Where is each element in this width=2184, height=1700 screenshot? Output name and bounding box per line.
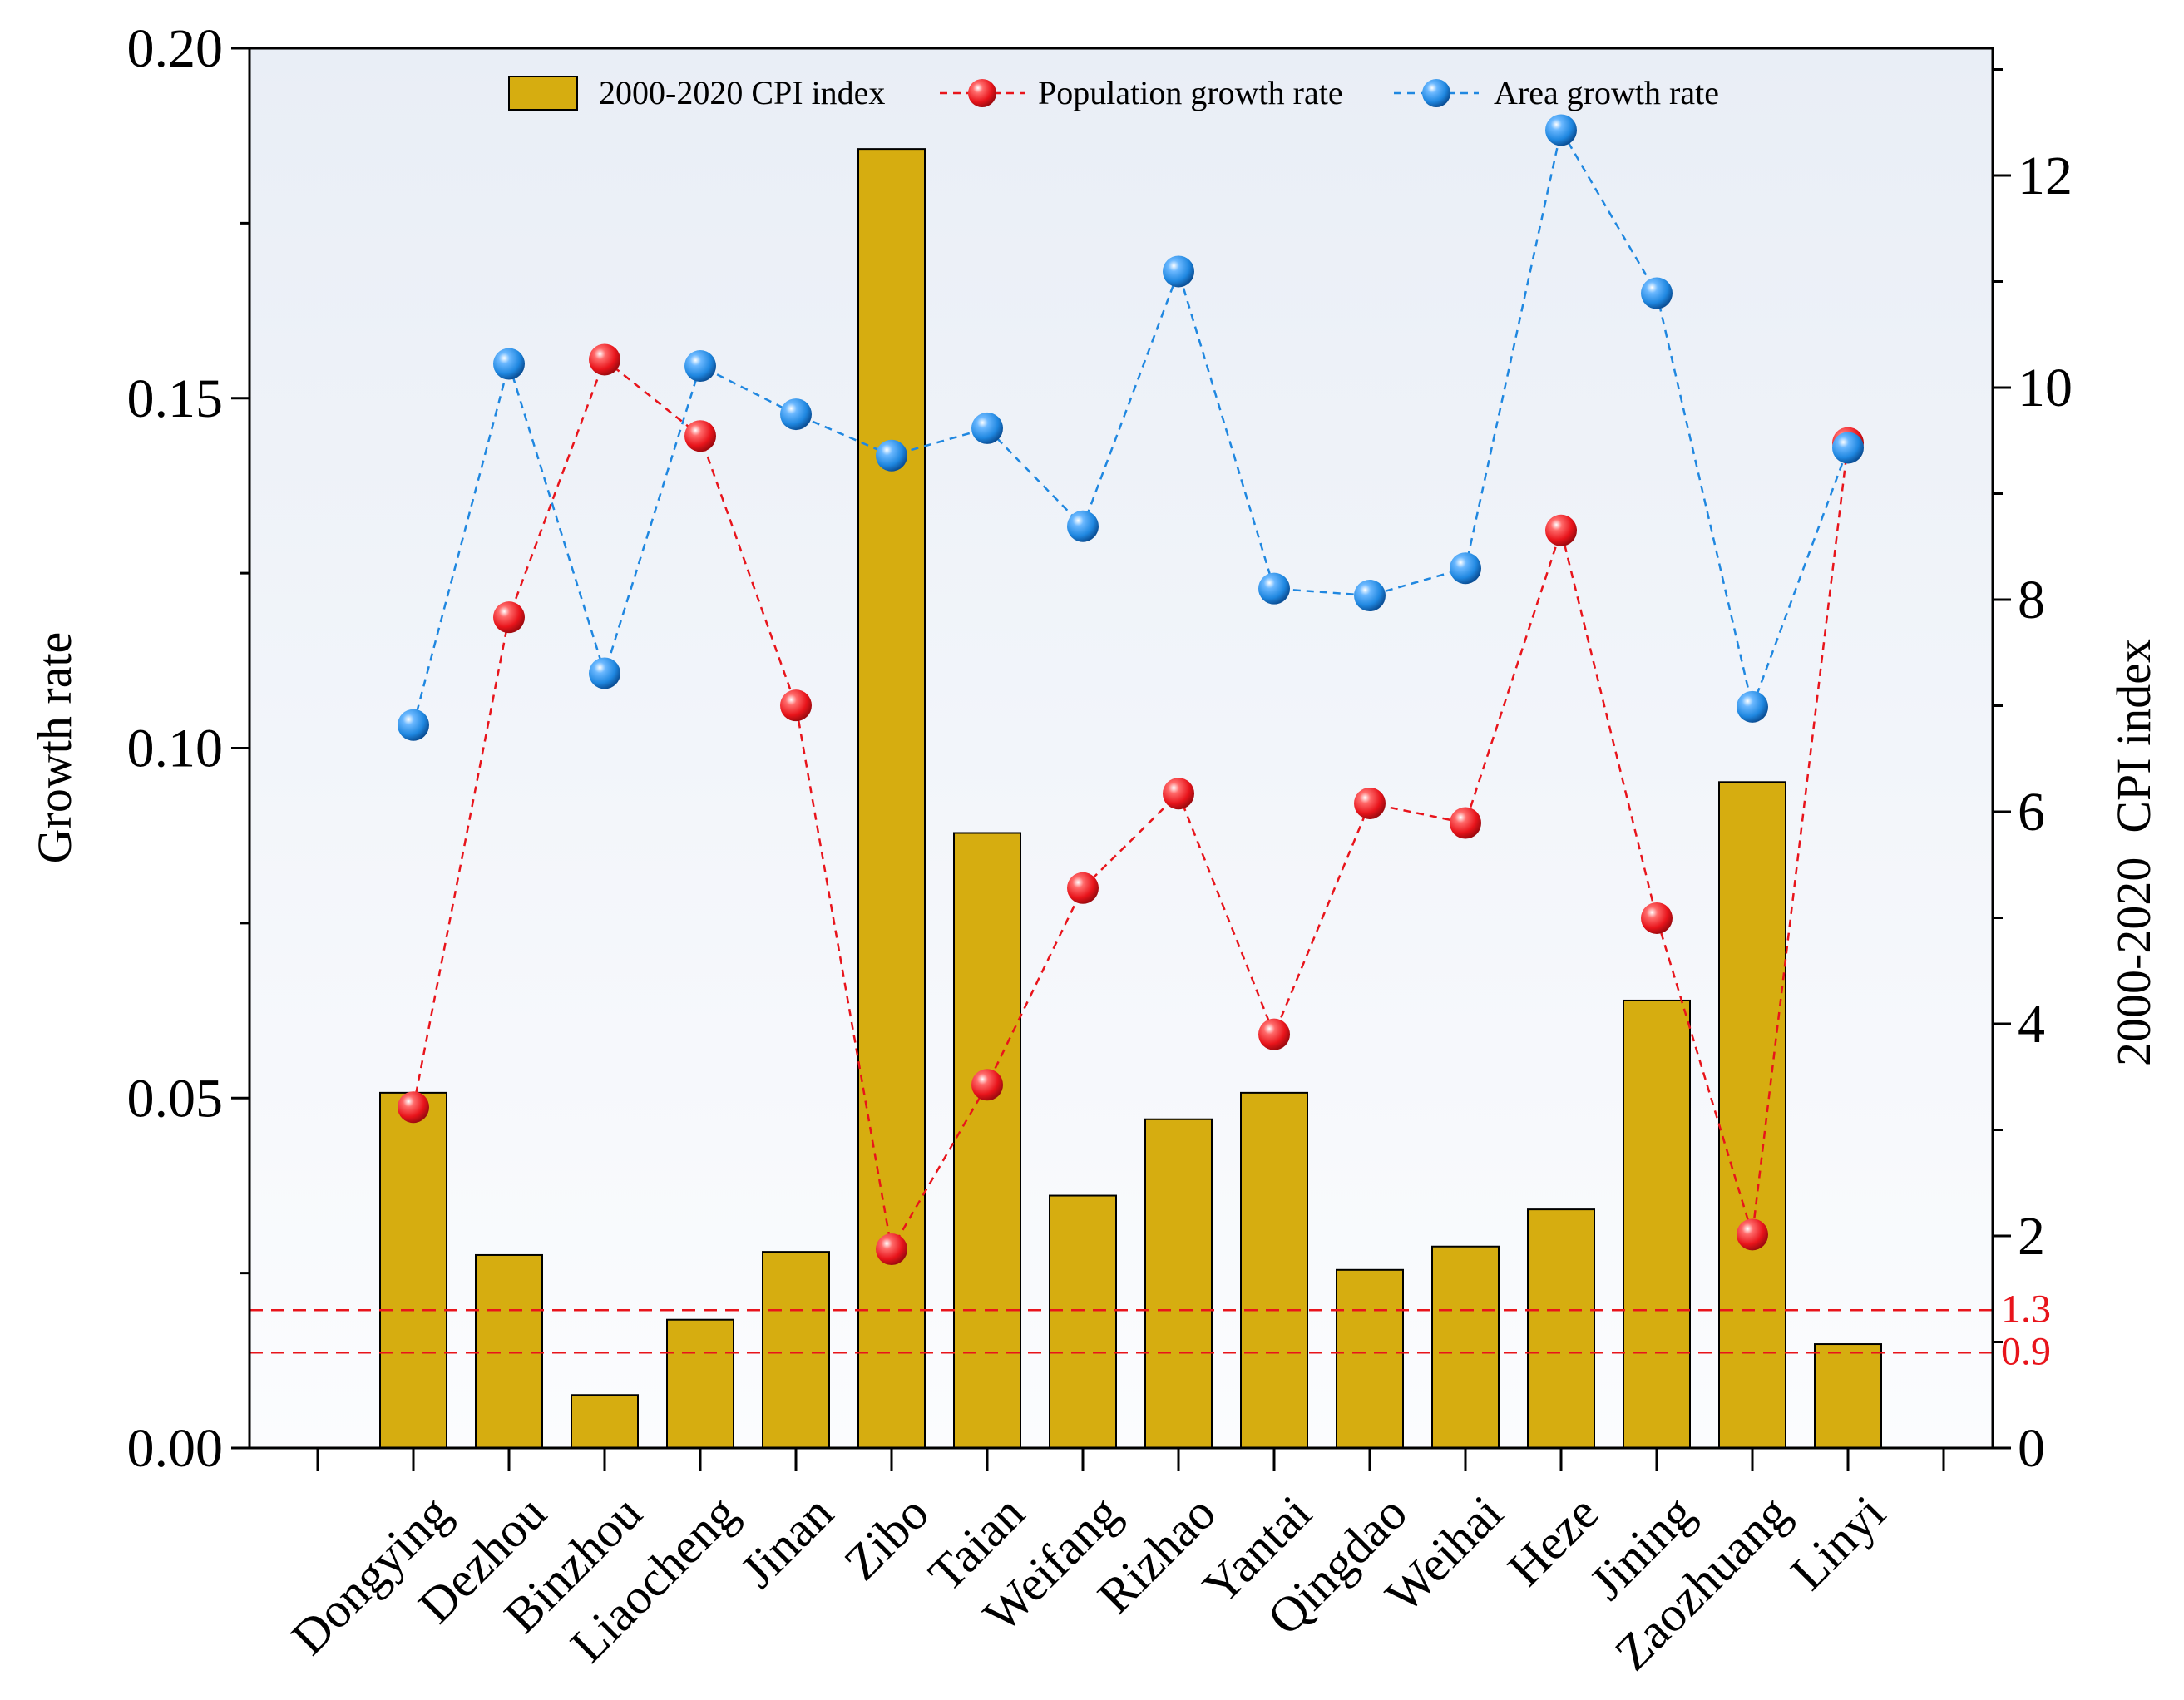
bar-jinan [762,1251,830,1449]
population-point-qingdao [1354,787,1386,819]
population-point-dezhou [493,601,525,634]
population-point-zaozhuang [1737,1218,1768,1251]
left-tick-label-0-20: 0.20 [127,18,224,79]
area-point-qingdao [1354,580,1386,612]
bar-dezhou [475,1253,543,1449]
area-growth-line [412,127,1850,726]
left-axis: 0.00 0.05 0.10 0.15 0.20 [127,18,250,1479]
area-point-weihai [1450,552,1481,585]
line-series [398,114,1864,1266]
population-point-dongying [398,1091,429,1124]
legend-label-population: Population growth rate [1038,74,1343,111]
population-point-yantai [1258,1018,1290,1050]
population-growth-line [412,358,1850,1253]
population-point-taian [971,1069,1003,1101]
bar-taian [953,832,1021,1449]
right-axis: 0 2 4 6 8 10 12 [1993,68,2073,1479]
area-point-weifang [1067,510,1099,542]
left-tick-label-0-10: 0.10 [127,719,224,779]
bar-heze [1527,1208,1595,1449]
population-point-zibo [876,1233,907,1266]
bar-rizhao [1144,1118,1213,1449]
legend-label-area: Area growth rate [1494,74,1719,111]
x-tick-label-zibo: Zibo [833,1485,939,1591]
area-point-taian [971,412,1003,444]
x-tick-label-linyi: Linyi [1781,1485,1896,1601]
population-point-liaocheng [684,420,716,452]
bar-dongying [379,1091,447,1449]
population-point-weifang [1067,872,1099,904]
population-point-jining [1641,902,1673,934]
bar-jining [1623,999,1691,1449]
area-point-binzhou [589,657,620,689]
area-point-dezhou [493,348,525,380]
bar-linyi [1814,1343,1882,1450]
area-point-linyi [1832,432,1864,464]
bar-liaocheng [666,1318,734,1449]
bar-yantai [1240,1091,1308,1449]
area-point-zaozhuang [1737,690,1768,723]
right-tick-label-8: 8 [2018,570,2045,630]
reference-label-1-3: 1.3 [2001,1287,2051,1331]
bar-weihai [1431,1245,1500,1449]
reference-label-0-9: 0.9 [2001,1329,2051,1373]
left-axis-title: Growth rate [27,632,82,864]
x-axis: DongyingDezhouBinzhouLiaochengJinanZiboT… [281,1448,1945,1681]
left-tick-label-0-05: 0.05 [127,1068,224,1129]
population-point-heze [1545,514,1577,546]
right-tick-label-10: 10 [2018,358,2073,418]
population-point-jinan [780,689,812,722]
population-point-weihai [1450,807,1481,839]
bar-zaozhuang [1718,781,1786,1449]
reference-lines: 1.30.9 [250,1287,2051,1373]
left-tick-label-0-00: 0.00 [127,1418,224,1479]
right-tick-label-4: 4 [2018,994,2045,1055]
area-point-jinan [780,398,812,431]
bar-binzhou [571,1394,639,1449]
area-point-heze [1545,114,1577,146]
right-tick-label-6: 6 [2018,782,2045,843]
plot-background [250,48,1993,1448]
legend-label-cpi: 2000-2020 CPI index [599,74,885,111]
bar-weifang [1049,1194,1117,1450]
area-point-jining [1641,277,1673,309]
legend-swatch-cpi [508,76,578,111]
left-tick-label-0-15: 0.15 [127,368,224,429]
area-point-zibo [876,439,907,472]
right-axis-title: 2000-2020 CPI index [2107,639,2161,1066]
area-point-rizhao [1163,255,1194,288]
area-point-dongying [398,709,429,741]
right-tick-label-12: 12 [2018,146,2073,206]
x-tick-label-jinan: Jinan [730,1485,843,1599]
right-tick-label-0: 0 [2018,1418,2045,1479]
population-point-rizhao [1163,778,1194,810]
area-point-liaocheng [684,350,716,383]
legend-marker-area [1422,79,1450,107]
bar-series [379,148,1882,1450]
bar-qingdao [1336,1268,1404,1450]
right-tick-label-2: 2 [2018,1206,2045,1267]
area-point-yantai [1258,572,1290,605]
legend: 2000-2020 CPI index Population growth ra… [508,74,1719,111]
legend-marker-population [968,79,996,107]
population-point-binzhou [589,343,620,376]
